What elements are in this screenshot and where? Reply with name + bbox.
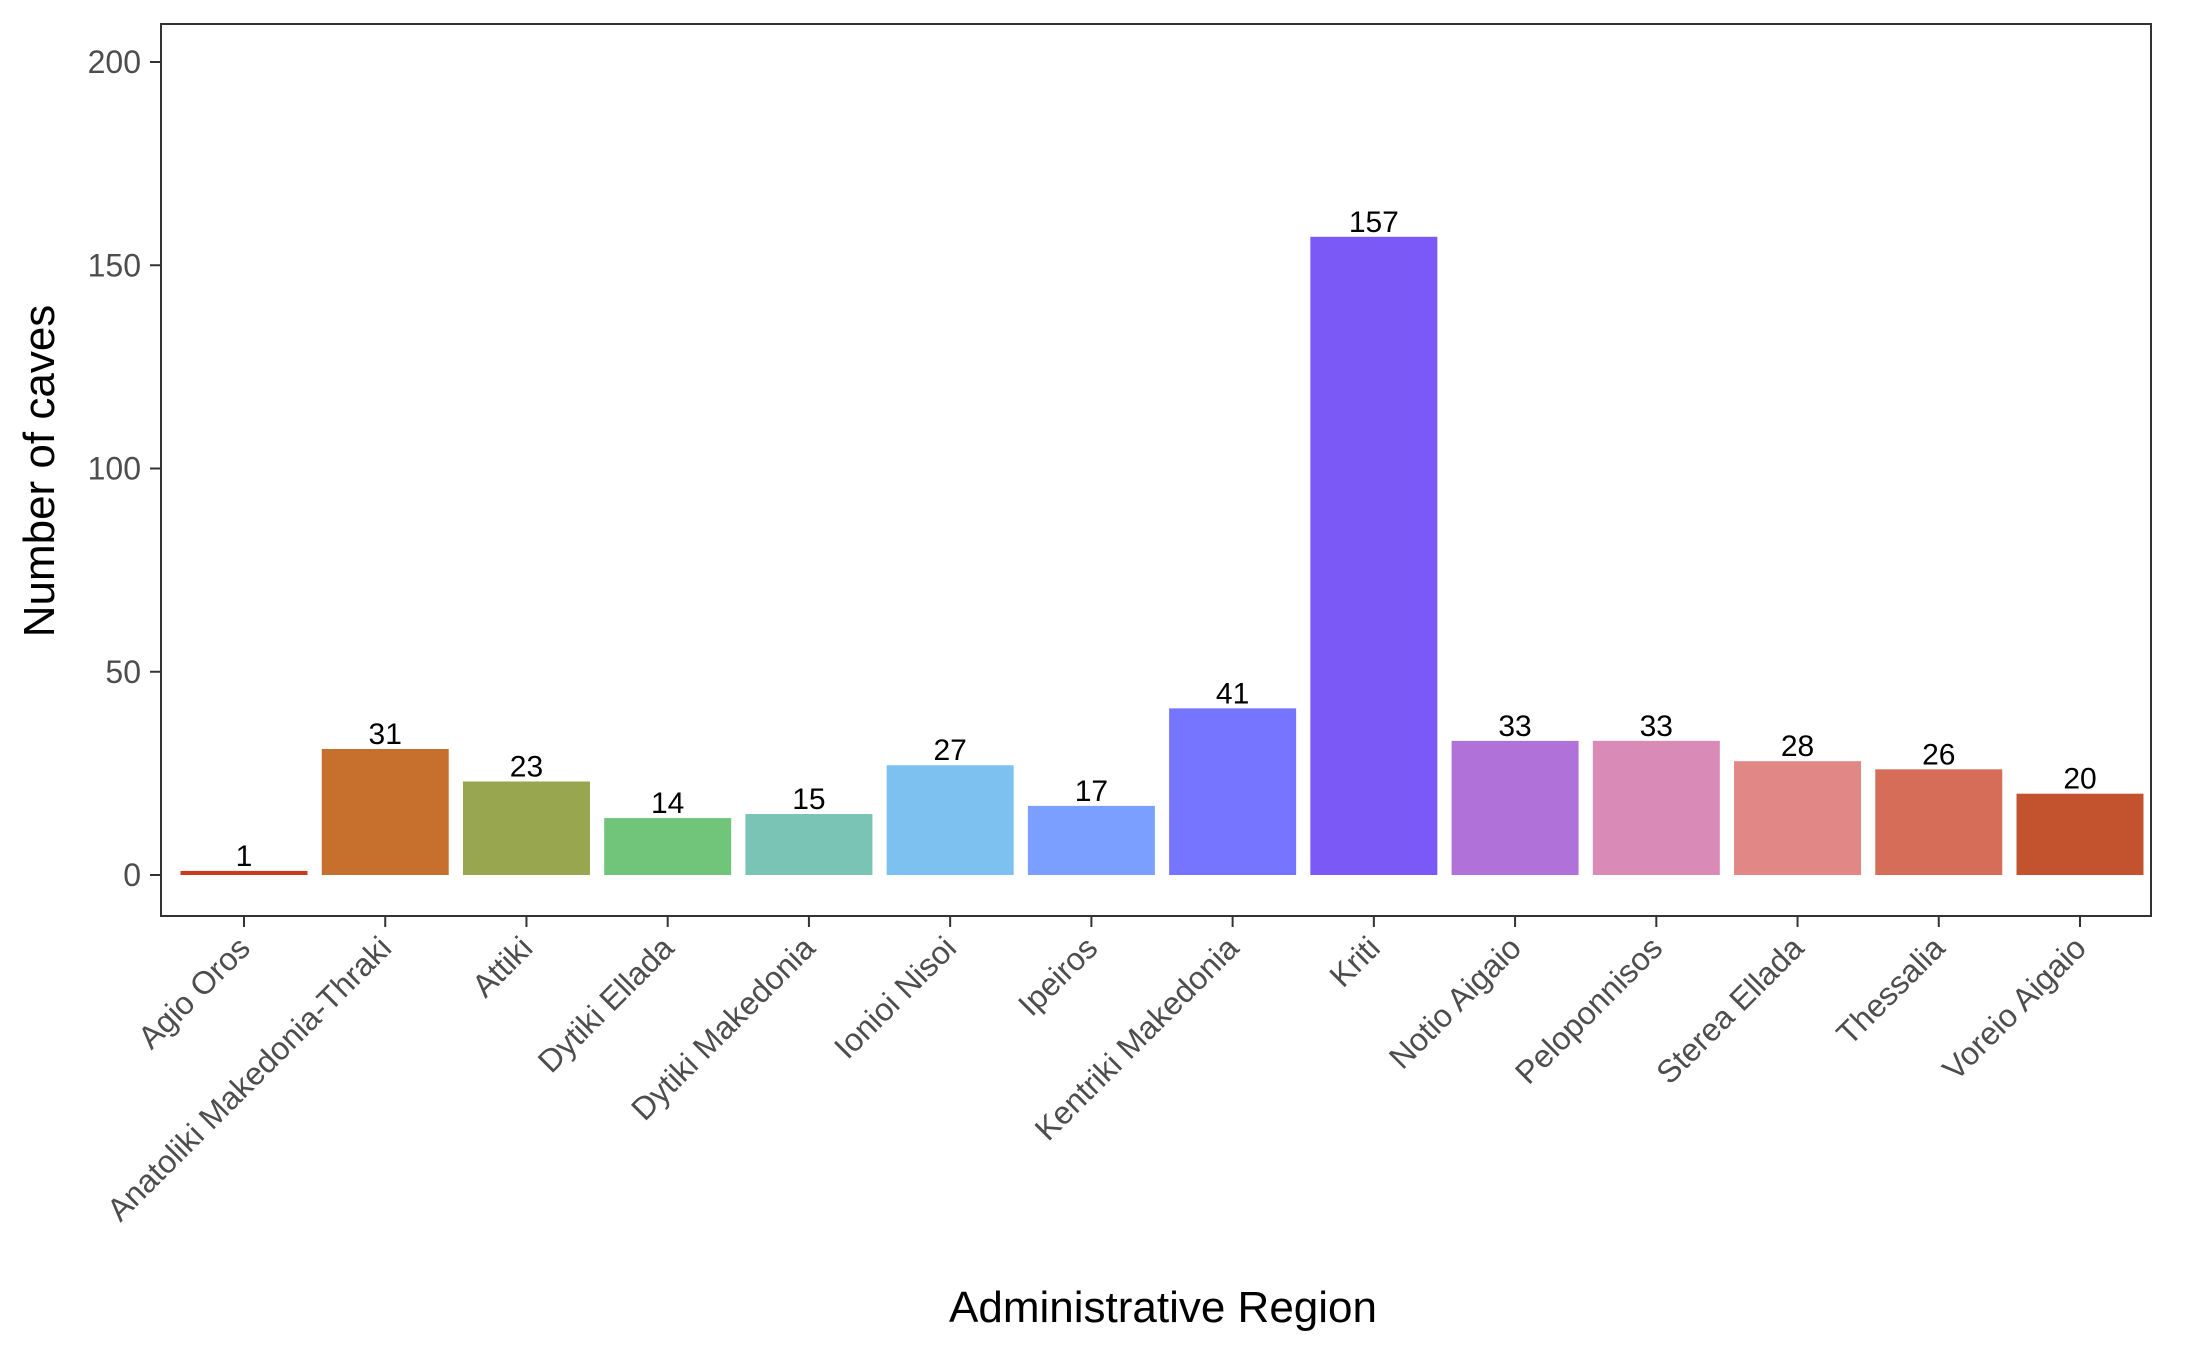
bar <box>1734 761 1862 875</box>
x-tick-label: Peloponnisos <box>1508 929 1669 1090</box>
bar <box>745 814 873 875</box>
bar-value-label: 41 <box>1216 677 1249 710</box>
bar-value-label: 31 <box>369 718 402 751</box>
x-tick-label: Ipeiros <box>1011 929 1104 1022</box>
bar-value-label: 15 <box>792 783 825 816</box>
bar-value-label: 17 <box>1075 775 1108 808</box>
bar <box>462 781 590 875</box>
bar-value-label: 157 <box>1349 206 1399 239</box>
bar-value-label: 23 <box>510 751 543 784</box>
bars-group <box>180 236 2144 876</box>
bar <box>1027 805 1155 875</box>
y-axis-title: Number of caves <box>15 305 64 638</box>
bar-value-label: 27 <box>933 734 966 767</box>
x-tick-label: Notio Aigaio <box>1382 929 1528 1075</box>
bar-value-label: 33 <box>1498 710 1531 743</box>
x-tick-label: Kriti <box>1322 929 1386 993</box>
x-tick-label: Attiki <box>465 929 539 1003</box>
y-tick-label: 100 <box>88 451 141 487</box>
bar-value-label: 20 <box>2063 763 2096 796</box>
bar <box>1451 740 1579 875</box>
y-tick-label: 200 <box>88 44 141 80</box>
bar <box>1310 236 1438 876</box>
bar-value-label: 28 <box>1781 730 1814 763</box>
x-tick-label: Thessalia <box>1829 929 1951 1051</box>
bar-value-label: 14 <box>651 787 684 820</box>
data-labels-group: 1 31 23 14 15 27 17 41 157 33 33 28 26 20 <box>236 206 2097 873</box>
y-axis: 0 50 100 150 200 <box>88 44 161 893</box>
x-axis-title: Administrative Region <box>949 1283 1377 1332</box>
bar <box>2016 793 2144 875</box>
bar-value-label: 1 <box>236 840 253 873</box>
bar <box>604 818 732 875</box>
bar <box>180 870 308 875</box>
bar <box>1592 740 1720 875</box>
y-tick-label: 0 <box>123 857 141 893</box>
bar <box>1169 708 1297 875</box>
bar <box>886 765 1014 875</box>
x-tick-label: Sterea Ellada <box>1649 929 1810 1090</box>
bar-value-label: 33 <box>1640 710 1673 743</box>
x-tick-label: Ionioi Nisoi <box>827 929 963 1065</box>
x-tick-label: Agio Oros <box>131 929 257 1055</box>
bar-value-label: 26 <box>1922 738 1955 771</box>
y-tick-label: 150 <box>88 247 141 283</box>
panel-border <box>160 23 2152 917</box>
x-tick-label: Dytiki Ellada <box>531 929 681 1079</box>
y-tick-label: 50 <box>105 654 141 690</box>
x-tick-label: Anatoliki Makedonia-Thraki <box>100 929 398 1227</box>
bar <box>1875 769 2003 875</box>
x-tick-label: Voreio Aigaio <box>1935 929 2093 1087</box>
bar <box>321 748 449 875</box>
